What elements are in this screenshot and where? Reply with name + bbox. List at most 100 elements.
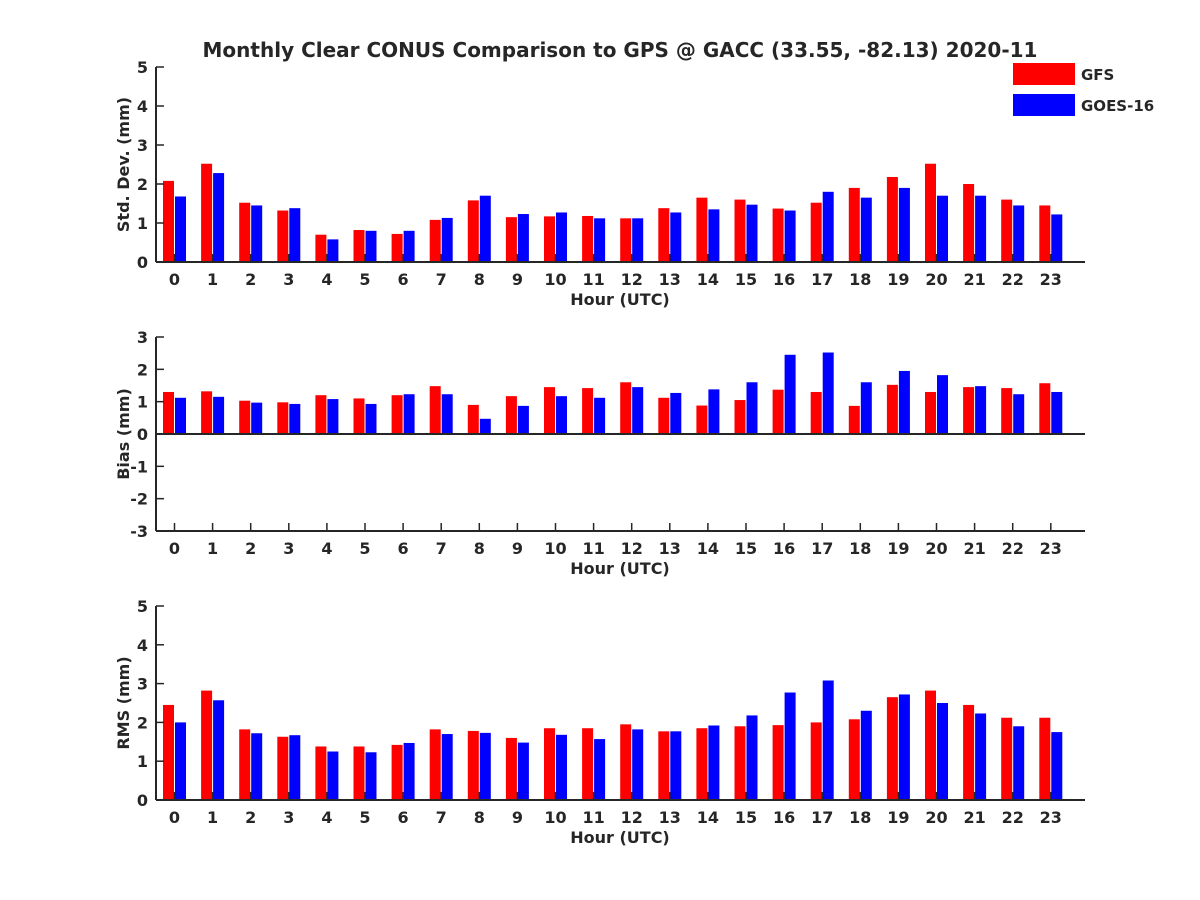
bar-rms-gfs-hour-10 bbox=[544, 728, 555, 800]
x-tick-label-std: 2 bbox=[245, 270, 256, 289]
bar-bias-gfs-hour-21 bbox=[963, 387, 975, 434]
y-axis-label-bias: Bias (mm) bbox=[114, 388, 133, 480]
bar-bias-goes-16-hour-1 bbox=[213, 396, 225, 434]
x-tick-label-rms: 20 bbox=[925, 808, 947, 827]
bar-bias-gfs-hour-4 bbox=[315, 395, 327, 434]
bar-std-goes-16-hour-17 bbox=[822, 191, 834, 262]
bar-rms-gfs-hour-8 bbox=[467, 730, 479, 800]
x-tick-label-rms: 13 bbox=[659, 808, 681, 827]
bar-std-gfs-hour-18 bbox=[848, 187, 860, 262]
bar-bias-gfs-hour-17 bbox=[810, 391, 822, 434]
bar-std-gfs-hour-13 bbox=[658, 208, 670, 262]
bar-bias-gfs-hour-3 bbox=[277, 402, 289, 434]
bar-rms-gfs-hour-11 bbox=[582, 728, 594, 800]
bar-rms-goes-16-hour-5 bbox=[365, 752, 377, 800]
bar-rms-gfs-hour-19 bbox=[886, 697, 898, 800]
bar-rms-goes-16-hour-10 bbox=[556, 734, 567, 800]
bar-rms-goes-16-hour-15 bbox=[746, 715, 758, 800]
x-tick-label-rms: 6 bbox=[398, 808, 409, 827]
bar-bias-goes-16-hour-16 bbox=[784, 354, 796, 434]
bar-bias-goes-16-hour-6 bbox=[403, 394, 415, 434]
bar-rms-gfs-hour-23 bbox=[1039, 717, 1051, 800]
bar-rms-gfs-hour-18 bbox=[848, 719, 860, 800]
y-tick-label-std: 0 bbox=[137, 253, 148, 272]
bar-std-gfs-hour-3 bbox=[277, 210, 289, 262]
bar-bias-goes-16-hour-17 bbox=[822, 352, 834, 434]
chart-title: Monthly Clear CONUS Comparison to GPS @ … bbox=[203, 38, 1038, 62]
x-tick-label-std: 15 bbox=[735, 270, 757, 289]
bar-rms-goes-16-hour-7 bbox=[441, 734, 453, 800]
x-tick-label-std: 12 bbox=[621, 270, 643, 289]
bar-bias-goes-16-hour-7 bbox=[441, 394, 453, 434]
bar-rms-goes-16-hour-19 bbox=[898, 694, 910, 800]
bar-rms-gfs-hour-2 bbox=[239, 729, 251, 800]
bar-std-gfs-hour-1 bbox=[201, 163, 213, 262]
y-tick-label-std: 1 bbox=[137, 214, 148, 233]
x-tick-label-bias: 2 bbox=[245, 539, 256, 558]
y-tick-label-rms: 2 bbox=[137, 713, 148, 732]
x-tick-label-std: 6 bbox=[398, 270, 409, 289]
x-tick-label-rms: 9 bbox=[512, 808, 523, 827]
y-tick-label-bias: -3 bbox=[130, 522, 148, 541]
x-tick-label-bias: 10 bbox=[544, 539, 566, 558]
x-axis-label-bias: Hour (UTC) bbox=[570, 559, 670, 578]
bar-rms-gfs-hour-4 bbox=[315, 746, 327, 800]
bar-rms-goes-16-hour-14 bbox=[708, 725, 720, 800]
bar-rms-gfs-hour-14 bbox=[696, 728, 708, 800]
x-tick-label-std: 5 bbox=[359, 270, 370, 289]
x-tick-label-bias: 19 bbox=[887, 539, 909, 558]
bar-rms-gfs-hour-5 bbox=[353, 746, 365, 800]
bar-bias-gfs-hour-13 bbox=[658, 397, 670, 434]
y-tick-label-std: 2 bbox=[137, 175, 148, 194]
legend-label-gfs: GFS bbox=[1081, 66, 1114, 84]
x-tick-label-bias: 22 bbox=[1002, 539, 1024, 558]
bar-std-goes-16-hour-2 bbox=[251, 205, 263, 262]
x-tick-label-std: 18 bbox=[849, 270, 871, 289]
bar-std-gfs-hour-20 bbox=[925, 163, 936, 262]
bar-rms-goes-16-hour-21 bbox=[975, 713, 987, 800]
bar-std-gfs-hour-21 bbox=[963, 184, 975, 262]
bar-bias-gfs-hour-15 bbox=[734, 400, 746, 434]
bar-std-gfs-hour-16 bbox=[772, 208, 784, 262]
bar-std-goes-16-hour-3 bbox=[289, 208, 301, 262]
bar-bias-gfs-hour-7 bbox=[429, 386, 441, 434]
bar-bias-gfs-hour-22 bbox=[1001, 388, 1013, 434]
x-tick-label-bias: 4 bbox=[321, 539, 332, 558]
bar-bias-gfs-hour-18 bbox=[848, 405, 860, 434]
bar-bias-goes-16-hour-8 bbox=[479, 418, 491, 434]
x-tick-label-std: 9 bbox=[512, 270, 523, 289]
x-tick-label-rms: 2 bbox=[245, 808, 256, 827]
bar-rms-goes-16-hour-22 bbox=[1013, 726, 1025, 800]
bar-std-gfs-hour-12 bbox=[620, 218, 632, 262]
chart-legend: GFS GOES-16 bbox=[1013, 63, 1154, 116]
bar-rms-goes-16-hour-13 bbox=[670, 731, 682, 800]
bar-std-goes-16-hour-8 bbox=[479, 195, 491, 262]
x-axis-label-std: Hour (UTC) bbox=[570, 290, 670, 309]
bar-bias-goes-16-hour-4 bbox=[327, 399, 339, 434]
x-tick-label-bias: 9 bbox=[512, 539, 523, 558]
bar-rms-gfs-hour-15 bbox=[734, 726, 746, 800]
x-tick-label-bias: 14 bbox=[697, 539, 719, 558]
bar-bias-gfs-hour-14 bbox=[696, 405, 708, 434]
x-tick-label-std: 14 bbox=[697, 270, 719, 289]
bar-std-gfs-hour-5 bbox=[353, 230, 365, 262]
x-tick-label-std: 13 bbox=[659, 270, 681, 289]
x-tick-label-std: 22 bbox=[1002, 270, 1024, 289]
bar-bias-goes-16-hour-11 bbox=[594, 397, 606, 434]
bar-rms-gfs-hour-7 bbox=[429, 729, 441, 800]
bar-std-gfs-hour-14 bbox=[696, 197, 708, 262]
y-tick-label-std: 3 bbox=[137, 136, 148, 155]
y-tick-label-rms: 0 bbox=[137, 791, 148, 810]
x-tick-label-rms: 18 bbox=[849, 808, 871, 827]
bar-std-goes-16-hour-0 bbox=[175, 196, 186, 262]
bar-std-gfs-hour-6 bbox=[391, 233, 403, 262]
bar-std-gfs-hour-10 bbox=[544, 216, 555, 262]
x-tick-label-std: 7 bbox=[436, 270, 447, 289]
bar-rms-gfs-hour-1 bbox=[201, 690, 213, 800]
bar-rms-goes-16-hour-9 bbox=[517, 742, 529, 800]
bar-rms-goes-16-hour-6 bbox=[403, 742, 415, 800]
x-tick-label-bias: 21 bbox=[963, 539, 985, 558]
y-tick-label-rms: 3 bbox=[137, 675, 148, 694]
